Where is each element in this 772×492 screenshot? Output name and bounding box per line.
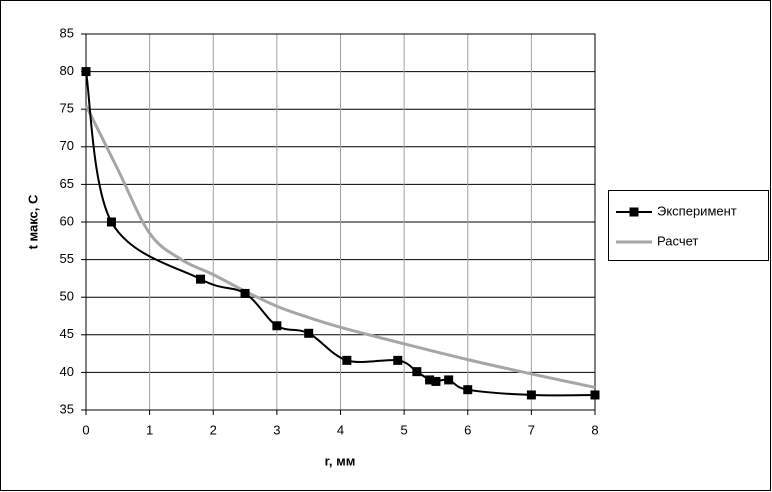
x-tick-label: 6 (464, 422, 471, 437)
y-tick-label: 80 (60, 63, 74, 78)
plot-border (85, 33, 596, 411)
x-tick-label: 7 (528, 422, 535, 437)
data-point (393, 355, 403, 365)
data-point (431, 376, 441, 386)
x-tick-label: 4 (337, 422, 344, 437)
legend-label: Расчет (657, 233, 698, 248)
series-line (85, 71, 596, 397)
x-axis-title: r, мм (325, 453, 356, 468)
y-tick-label: 45 (60, 326, 74, 341)
data-point (526, 390, 536, 400)
data-point (240, 288, 250, 298)
data-point (463, 385, 473, 395)
legend-marker (629, 207, 639, 217)
y-tick-label: 35 (60, 401, 74, 416)
y-tick-label: 50 (60, 289, 74, 304)
x-tick-label: 8 (591, 422, 598, 437)
y-axis-title: t макс, С (25, 194, 40, 249)
y-tick-label: 60 (60, 213, 74, 228)
y-tick-label: 40 (60, 364, 74, 379)
x-tick-label: 0 (82, 422, 89, 437)
data-point (425, 375, 435, 385)
data-point (106, 217, 116, 227)
y-tick-label: 75 (60, 101, 74, 116)
x-tick-label: 2 (210, 422, 217, 437)
y-tick-label: 55 (60, 251, 74, 266)
data-point (342, 355, 352, 365)
legend-box (608, 190, 769, 261)
data-point (590, 390, 600, 400)
y-tick-label: 65 (60, 176, 74, 191)
x-tick-label: 1 (146, 422, 153, 437)
x-tick-label: 5 (401, 422, 408, 437)
data-point (304, 328, 314, 338)
data-point (272, 321, 282, 331)
y-tick-label: 85 (60, 25, 74, 40)
data-point (444, 375, 454, 385)
series-line (84, 104, 596, 389)
legend-label: Эксперимент (657, 203, 737, 218)
x-tick-label: 3 (273, 422, 280, 437)
data-point (412, 367, 422, 377)
data-point (196, 274, 206, 284)
y-tick-label: 70 (60, 138, 74, 153)
data-point (81, 67, 91, 77)
